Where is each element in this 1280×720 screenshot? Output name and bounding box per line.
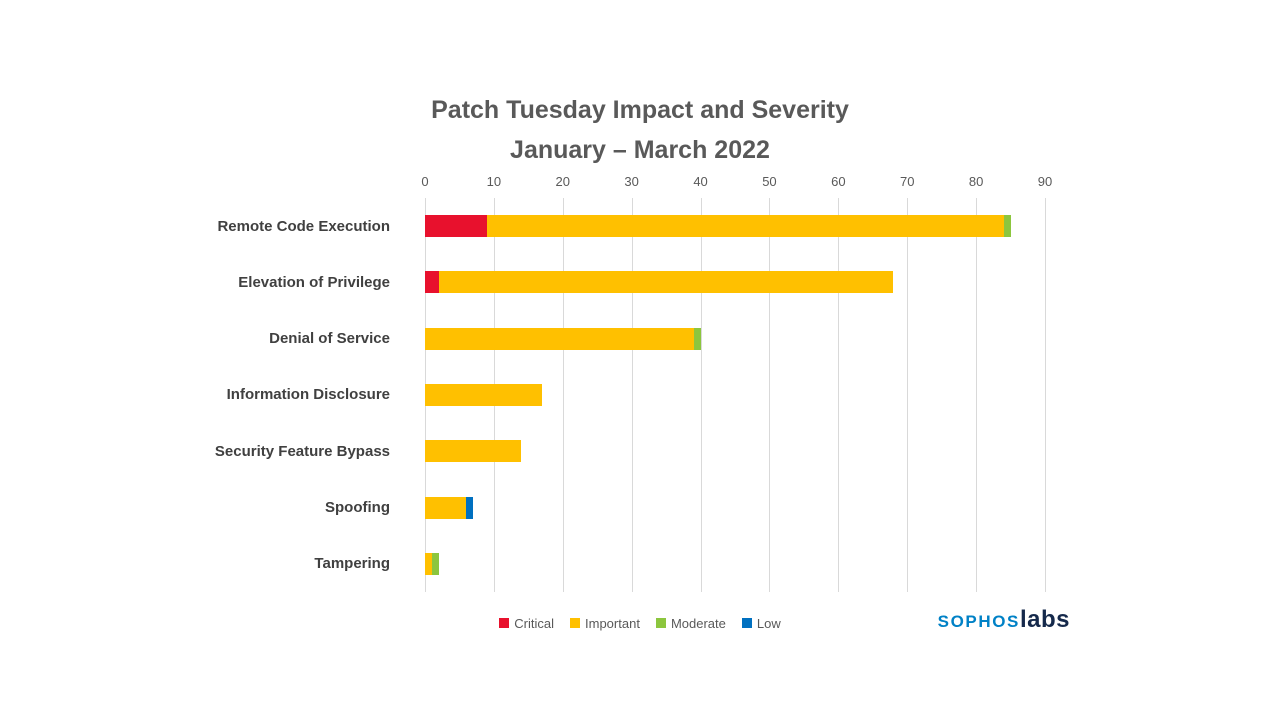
category-label: Tampering — [314, 555, 390, 573]
bar-segment-important — [425, 327, 694, 350]
gridline — [631, 198, 633, 592]
bar-segment-moderate — [431, 552, 439, 575]
stacked-bar — [425, 552, 1045, 575]
legend: Critical Important Moderate Low — [0, 612, 1280, 634]
bar-segment-low — [466, 496, 474, 519]
stacked-bar — [425, 215, 1045, 238]
x-tick-label: 40 — [693, 174, 708, 189]
legend-label: Low — [756, 615, 781, 631]
gridline — [700, 198, 702, 592]
category-label: Security Feature Bypass — [214, 442, 390, 460]
x-tick-label: 50 — [762, 174, 777, 189]
bar-row — [425, 479, 1045, 535]
category-label: Spoofing — [325, 499, 390, 517]
chart-title: Patch Tuesday Impact and Severity Januar… — [0, 90, 1280, 170]
stacked-bar — [425, 327, 1045, 350]
bar-segment-important — [438, 271, 894, 294]
x-tick-label: 80 — [968, 174, 984, 189]
stacked-bar — [425, 440, 1045, 463]
legend-item-important: Important — [570, 616, 640, 631]
bar-segment-moderate — [1003, 215, 1011, 238]
bar-segment-important — [425, 496, 467, 519]
bar-segment-critical — [425, 215, 487, 238]
bar-row — [425, 367, 1045, 423]
bar-segment-important — [425, 440, 522, 463]
logo-text-sophos: SOPHOS — [937, 612, 1020, 631]
bar-segment-moderate — [693, 327, 701, 350]
legend-label: Moderate — [670, 615, 726, 631]
category-label: Information Disclosure — [226, 386, 390, 404]
legend-swatch-icon — [570, 618, 581, 628]
chart-title-line2: January – March 2022 — [510, 136, 770, 164]
sophoslabs-logo: SOPHOS labs — [920, 606, 1070, 636]
bar-segment-important — [487, 215, 1004, 238]
plot-area — [425, 198, 1046, 592]
logo-text-labs: labs — [1019, 606, 1070, 633]
legend-item-moderate: Moderate — [655, 615, 726, 631]
stacked-bar — [425, 271, 1045, 294]
gridline — [1045, 198, 1046, 592]
gridline — [976, 198, 978, 592]
gridline — [838, 198, 840, 592]
category-label: Denial of Service — [269, 330, 390, 348]
category-label: Remote Code Execution — [217, 217, 390, 235]
bar-segment-important — [425, 383, 543, 406]
legend-item-low: Low — [741, 615, 781, 631]
bar-segment-important — [425, 552, 432, 575]
legend-swatch-icon — [499, 618, 510, 628]
x-tick-label: 0 — [421, 174, 429, 189]
legend-swatch-icon — [741, 618, 752, 628]
chart-title-line1: Patch Tuesday Impact and Severity — [431, 96, 849, 124]
bar-row — [425, 423, 1045, 479]
x-tick-label: 30 — [624, 174, 639, 189]
bar-row — [425, 311, 1045, 367]
legend-label: Critical — [514, 615, 555, 631]
chart-area: 0 10 20 30 40 50 60 70 80 90 — [421, 172, 1052, 592]
category-axis: Remote Code Execution Elevation of Privil… — [0, 198, 408, 592]
legend-item-critical: Critical — [499, 616, 554, 631]
gridline — [769, 198, 771, 592]
x-tick-label: 60 — [831, 174, 846, 189]
legend-label: Important — [585, 615, 640, 631]
category-label: Elevation of Privilege — [238, 273, 390, 291]
bar-row — [425, 536, 1045, 592]
x-axis-ticks: 0 10 20 30 40 50 60 70 80 90 — [421, 172, 1052, 198]
x-tick-label: 20 — [555, 174, 570, 189]
stacked-bar — [425, 496, 1045, 519]
x-tick-label: 10 — [486, 174, 502, 189]
legend-swatch-icon — [655, 618, 666, 628]
bar-segment-critical — [425, 271, 439, 294]
gridline — [562, 198, 564, 592]
x-tick-label: 70 — [899, 174, 915, 189]
gridline — [907, 198, 909, 592]
bar-rows — [425, 198, 1045, 592]
stacked-bar — [425, 383, 1045, 406]
bar-row — [425, 198, 1045, 254]
bar-row — [425, 254, 1045, 310]
x-tick-label: 90 — [1037, 174, 1053, 189]
